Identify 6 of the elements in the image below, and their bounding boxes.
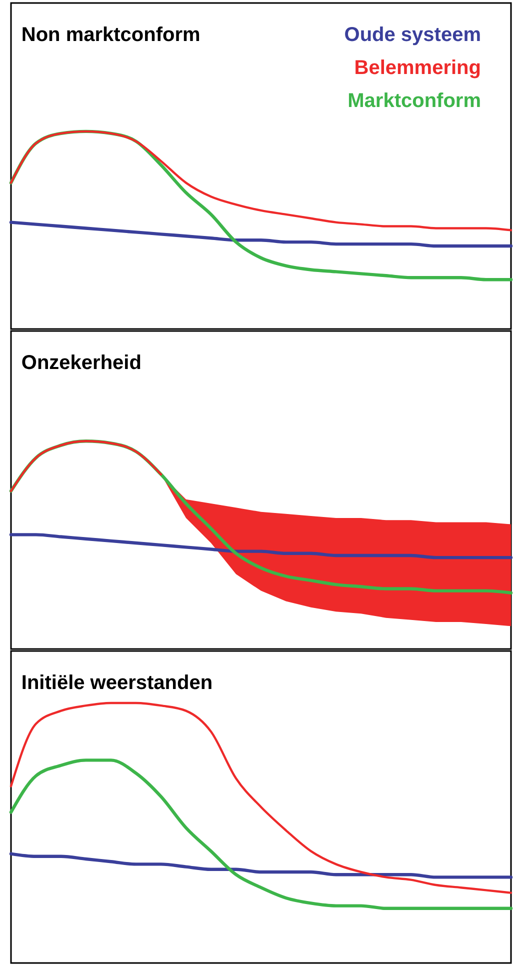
text: Belemmering <box>354 57 481 79</box>
chart-title: Onzekerheid <box>21 352 142 374</box>
text: Marktconform <box>348 90 481 112</box>
chart-title: Non marktconform <box>21 24 200 46</box>
chart-title: Initiële weerstanden <box>21 672 213 694</box>
text: Oude systeem <box>344 24 481 46</box>
